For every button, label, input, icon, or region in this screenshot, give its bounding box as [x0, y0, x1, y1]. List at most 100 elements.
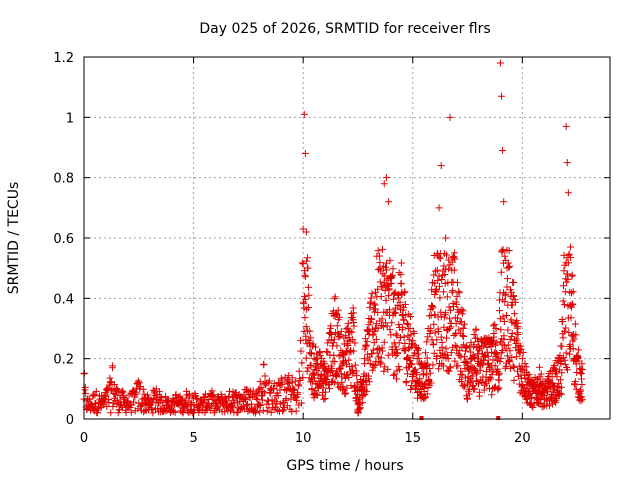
- data-point: [303, 367, 311, 375]
- data-point: [387, 279, 395, 287]
- data-point: [420, 370, 428, 378]
- data-point: [435, 204, 443, 212]
- data-point: [310, 355, 318, 363]
- data-point: [459, 331, 467, 339]
- data-point: [451, 341, 459, 349]
- data-point: [562, 324, 570, 332]
- data-point: [470, 385, 478, 393]
- data-point: [297, 347, 305, 355]
- data-point: [441, 270, 449, 278]
- data-point: [371, 288, 379, 296]
- data-point: [421, 393, 429, 401]
- data-point: [565, 250, 573, 258]
- data-point: [501, 252, 509, 260]
- data-point: [301, 273, 309, 281]
- data-point: [172, 394, 180, 402]
- data-point: [401, 288, 409, 296]
- data-point: [343, 384, 351, 392]
- data-point: [368, 350, 376, 358]
- data-point: [148, 406, 156, 414]
- data-point: [403, 320, 411, 328]
- data-point: [320, 371, 328, 379]
- data-point: [255, 401, 263, 409]
- data-point: [333, 322, 341, 330]
- data-point: [382, 319, 390, 327]
- data-point: [488, 349, 496, 357]
- data-point: [229, 388, 237, 396]
- data-point: [472, 325, 480, 333]
- data-point: [307, 334, 315, 342]
- data-point: [306, 327, 314, 335]
- data-point: [307, 349, 315, 357]
- data-point: [438, 339, 446, 347]
- data-point: [467, 362, 475, 370]
- data-point: [341, 390, 349, 398]
- data-point: [450, 266, 458, 274]
- data-point: [390, 308, 398, 316]
- x-axis-label: GPS time / hours: [286, 458, 403, 474]
- data-point: [451, 357, 459, 365]
- data-point: [455, 289, 463, 297]
- data-point: [300, 292, 308, 300]
- y-tick-label: 1: [66, 111, 74, 126]
- data-point: [402, 311, 410, 319]
- data-point: [298, 259, 306, 267]
- data-point: [365, 378, 373, 386]
- data-point: [529, 403, 537, 411]
- data-point: [446, 364, 454, 372]
- data-point: [139, 385, 147, 393]
- data-point: [364, 356, 372, 364]
- data-point: [488, 370, 496, 378]
- data-point: [201, 390, 209, 398]
- data-point: [469, 372, 477, 380]
- data-point: [461, 347, 469, 355]
- data-point: [289, 385, 297, 393]
- data-point: [233, 394, 241, 402]
- data-point: [464, 364, 472, 372]
- data-point: [489, 356, 497, 364]
- data-point: [402, 378, 410, 386]
- data-point: [297, 399, 305, 407]
- data-point: [510, 376, 518, 384]
- data-point: [513, 337, 521, 345]
- data-point: [570, 335, 578, 343]
- data-point: [395, 321, 403, 329]
- data-point: [499, 147, 507, 155]
- data-point: [558, 342, 566, 350]
- data-point: [157, 397, 165, 405]
- data-point: [429, 304, 437, 312]
- data-point: [398, 288, 406, 296]
- data-point: [251, 391, 259, 399]
- data-point: [301, 150, 309, 158]
- data-point: [294, 390, 302, 398]
- data-point: [113, 396, 121, 404]
- data-point: [437, 333, 445, 341]
- data-point: [390, 289, 398, 297]
- data-point: [560, 282, 568, 290]
- data-point: [260, 361, 268, 369]
- data-point: [288, 379, 296, 387]
- data-point: [482, 380, 490, 388]
- data-point: [437, 162, 445, 170]
- data-point: [442, 345, 450, 353]
- data-point: [562, 349, 570, 357]
- data-point: [86, 395, 94, 403]
- data-point: [301, 295, 309, 303]
- data-point: [317, 361, 325, 369]
- data-point: [500, 318, 508, 326]
- data-point: [457, 370, 465, 378]
- data-point: [329, 377, 337, 385]
- data-point: [495, 370, 503, 378]
- data-point: [81, 383, 89, 391]
- data-point: [443, 334, 451, 342]
- data-point: [222, 397, 230, 405]
- data-point: [371, 361, 379, 369]
- axis-ticks: [83, 56, 610, 420]
- data-point: [410, 329, 418, 337]
- data-point: [481, 340, 489, 348]
- data-point: [496, 358, 504, 366]
- data-point: [257, 384, 265, 392]
- data-point: [221, 408, 229, 416]
- data-point: [218, 394, 226, 402]
